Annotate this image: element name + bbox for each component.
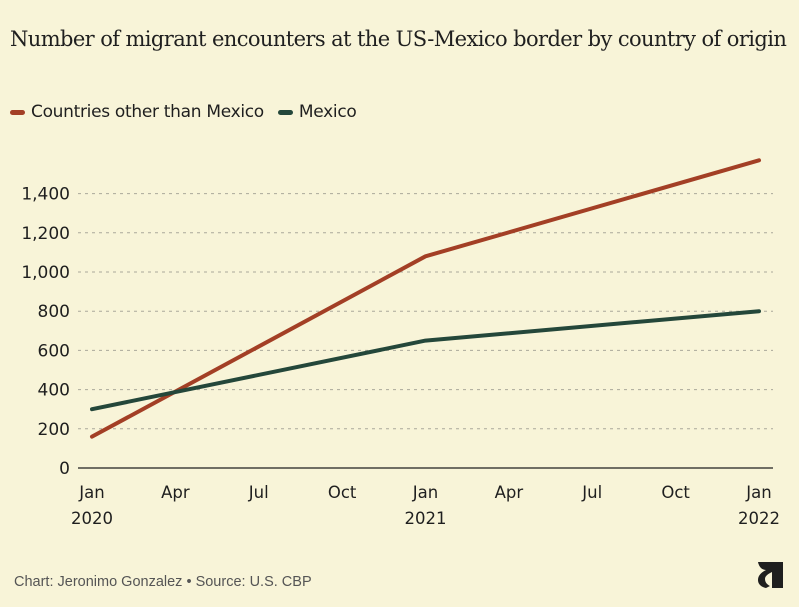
- x-tick-label: Jan: [745, 483, 771, 502]
- y-tick-label: 200: [38, 420, 70, 440]
- x-tick-label: Jul: [248, 483, 269, 502]
- x-tick-year-label: 2020: [71, 509, 113, 528]
- y-tick-label: 400: [38, 381, 70, 401]
- footer-credit: Chart: Jeronimo Gonzalez • Source: U.S. …: [14, 574, 312, 590]
- x-tick-year-label: 2022: [738, 509, 780, 528]
- x-tick-label: Oct: [661, 483, 690, 502]
- legend-item-mexico: Mexico: [277, 102, 357, 122]
- y-tick-label: 600: [38, 341, 70, 361]
- x-tick-year-label: 2021: [405, 509, 447, 528]
- x-tick-label: Apr: [495, 483, 524, 502]
- y-tick-label: 1,400: [21, 185, 70, 205]
- legend: Countries other than Mexico Mexico: [10, 102, 370, 122]
- x-tick-label: Jan: [78, 483, 104, 502]
- series-line-other-countries: [90, 158, 761, 439]
- y-tick-label: 1,200: [21, 224, 70, 244]
- x-tick-label: Jul: [581, 483, 602, 502]
- legend-swatch-mexico: [277, 109, 293, 115]
- legend-swatch-other: [10, 109, 25, 115]
- series-line-mexico: [90, 309, 761, 412]
- y-tick-label: 0: [59, 459, 70, 479]
- legend-item-other: Countries other than Mexico: [10, 102, 264, 122]
- x-tick-label: Jan: [412, 483, 438, 502]
- x-tick-label: Oct: [328, 483, 357, 502]
- x-tick-label: Apr: [161, 483, 190, 502]
- chart-title: Number of migrant encounters at the US-M…: [10, 27, 787, 51]
- legend-label-mexico: Mexico: [298, 102, 357, 122]
- y-tick-label: 1,000: [21, 263, 70, 283]
- y-tick-label: 800: [38, 302, 70, 322]
- legend-label-other: Countries other than Mexico: [31, 102, 264, 122]
- s-logo-icon: [758, 562, 783, 588]
